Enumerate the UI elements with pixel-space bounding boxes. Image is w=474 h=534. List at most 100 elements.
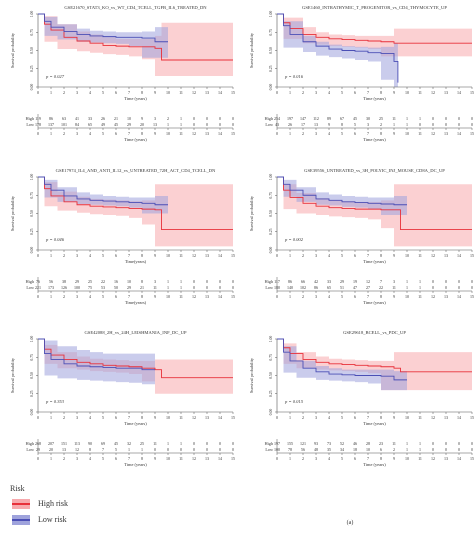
y-tick-label: 0.00 [30, 84, 34, 91]
risk-cell: 2 [393, 447, 395, 452]
risk-cell: 0 [445, 122, 447, 127]
y-tick-label: 1.00 [30, 336, 34, 343]
table-x-tick-label: 1 [289, 294, 291, 299]
risk-cell: 33 [88, 116, 92, 121]
panel-title: GSE39556_UNTREATED_vs_3H_POLYIC_INJ_MOUS… [304, 168, 445, 173]
x-tick-label: 4 [89, 253, 91, 258]
ci-band-high [283, 343, 472, 391]
risk-cell: 0 [445, 279, 447, 284]
table-x-tick-label: 11 [418, 456, 422, 461]
table-x-tick-label: 15 [231, 456, 235, 461]
legend-swatch-high [12, 499, 30, 509]
y-tick-label: 0.50 [30, 47, 34, 54]
risk-cell: 0 [419, 122, 421, 127]
table-x-tick-label: 8 [380, 456, 382, 461]
table-x-tick-label: 10 [166, 131, 170, 136]
table-x-tick-label: 13 [444, 131, 448, 136]
x-tick-label: 1 [289, 415, 291, 420]
risk-cell: 47 [353, 285, 357, 290]
table-x-tick-label: 14 [457, 294, 461, 299]
x-tick-label: 12 [192, 253, 196, 258]
x-tick-label: 10 [405, 90, 409, 95]
risk-cell: 26 [101, 116, 105, 121]
table-x-tick-label: 2 [302, 294, 304, 299]
legend-title: Risk [10, 484, 25, 493]
table-x-tick-label: 14 [218, 131, 222, 136]
ci-band-high [44, 182, 233, 247]
risk-cell: 0 [193, 279, 195, 284]
x-tick-label: 9 [393, 415, 395, 420]
table-x-tick-label: 5 [341, 294, 343, 299]
risk-cell: 0 [458, 285, 460, 290]
risk-cell: 0 [471, 447, 473, 452]
table-x-tick-label: 6 [115, 131, 117, 136]
table-x-tick-label: 8 [380, 131, 382, 136]
table-x-tick-label: 9 [154, 294, 156, 299]
risk-cell: 0 [232, 447, 234, 452]
table-x-tick-label: 15 [231, 131, 235, 136]
table-x-tick-label: 3 [315, 294, 317, 299]
risk-cell: 78 [288, 447, 292, 452]
risk-cell: 0 [458, 441, 460, 446]
risk-cell: 52 [340, 441, 344, 446]
x-tick-label: 14 [457, 90, 461, 95]
risk-cell: 3 [367, 122, 369, 127]
km-curve-high [277, 176, 472, 231]
table-x-tick-label: 10 [166, 456, 170, 461]
table-x-tick-label: 11 [179, 456, 183, 461]
km-curve-low [38, 176, 168, 206]
risk-cell: 56 [49, 279, 53, 284]
table-x-tick-label: 6 [354, 294, 356, 299]
risk-cell: 140 [287, 285, 293, 290]
risk-cell: 0 [193, 441, 195, 446]
table-x-tick-label: 10 [166, 294, 170, 299]
x-tick-label: 4 [89, 90, 91, 95]
risk-cell: 41 [75, 116, 79, 121]
table-x-tick-label: 1 [50, 294, 52, 299]
risk-cell: 29 [127, 122, 131, 127]
x-tick-label: 5 [102, 90, 104, 95]
km-curve-low [277, 338, 407, 381]
table-x-tick-label: 11 [179, 131, 183, 136]
risk-cell: 50 [114, 285, 118, 290]
table-x-tick-label: 13 [444, 294, 448, 299]
x-tick-label: 0 [276, 415, 278, 420]
x-tick-label: 7 [367, 90, 369, 95]
table-x-tick-label: 1 [50, 131, 52, 136]
table-x-tick-label: 2 [63, 456, 65, 461]
table-x-tick-label: 14 [218, 456, 222, 461]
risk-cell: 0 [445, 447, 447, 452]
x-tick-label: 3 [315, 90, 317, 95]
table-x-tick-label: 5 [102, 456, 104, 461]
legend-item-high: High risk [12, 498, 122, 512]
x-tick-label: 6 [115, 253, 117, 258]
risk-cell: 2 [380, 122, 382, 127]
table-x-axis-label: Time (years) [124, 462, 147, 467]
table-x-tick-label: 10 [405, 294, 409, 299]
x-tick-label: 2 [302, 415, 304, 420]
y-tick-label: 0.50 [269, 47, 273, 54]
x-tick-label: 11 [179, 253, 183, 258]
y-tick-label: 0.50 [30, 210, 34, 217]
x-tick-label: 7 [367, 415, 369, 420]
x-tick-label: 9 [154, 415, 156, 420]
risk-label-low: Low [265, 447, 273, 452]
risk-cell: 65 [88, 122, 92, 127]
table-x-tick-label: 11 [418, 131, 422, 136]
km-curve-low [38, 338, 155, 371]
y-tick-label: 1.00 [30, 11, 34, 18]
risk-cell: 3 [393, 279, 395, 284]
risk-cell: 11 [392, 441, 396, 446]
y-axis-label: Survival probability [249, 32, 254, 68]
risk-cell: 0 [445, 116, 447, 121]
risk-cell: 66 [301, 279, 305, 284]
risk-cell: 26 [288, 122, 292, 127]
risk-cell: 29 [127, 285, 131, 290]
table-x-tick-label: 4 [328, 456, 330, 461]
y-tick-label: 0.75 [30, 354, 34, 361]
table-x-tick-label: 4 [89, 294, 91, 299]
table-x-tick-label: 7 [128, 294, 130, 299]
table-x-tick-label: 15 [231, 294, 235, 299]
y-tick-label: 1.00 [30, 174, 34, 181]
risk-cell: 0 [219, 285, 221, 290]
